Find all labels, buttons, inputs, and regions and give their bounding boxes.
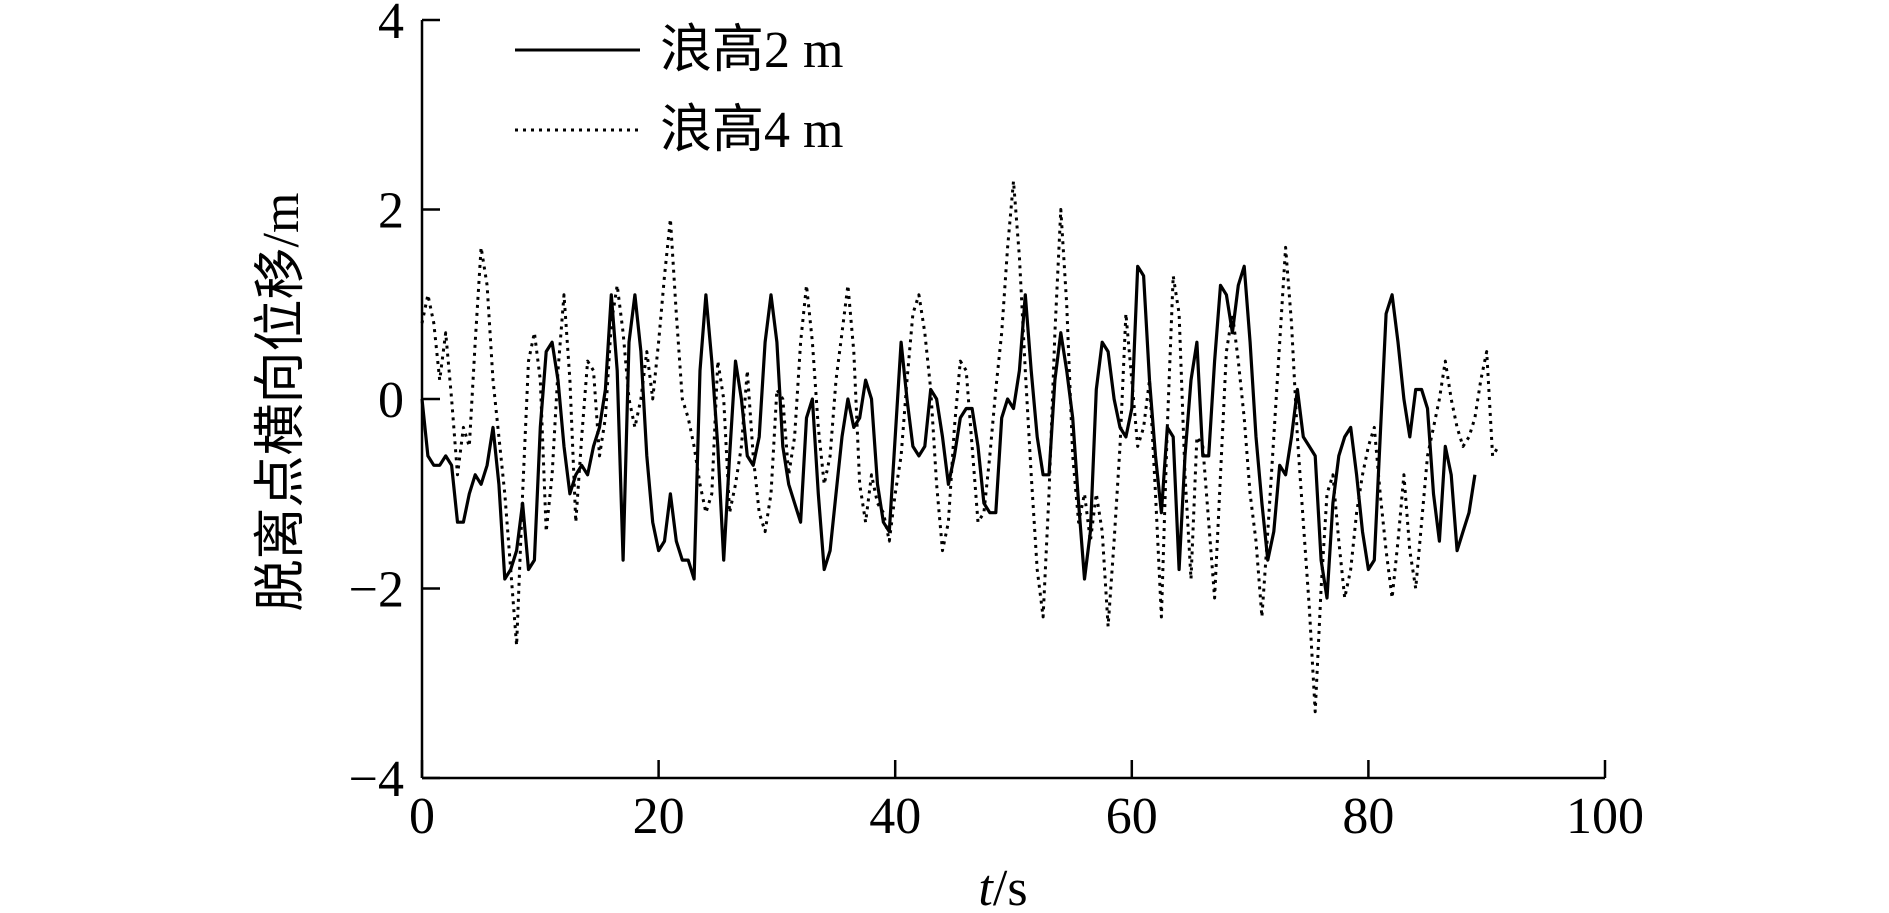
x-tick-label: 20 <box>633 788 685 845</box>
y-tick-label: −2 <box>349 562 404 619</box>
y-axis-label: 脱离点横向位移/m <box>253 193 310 612</box>
legend-label-wave-2m: 浪高2 m <box>660 22 843 79</box>
series-line-wave-2m <box>420 264 1477 600</box>
y-tick-label: 4 <box>378 0 404 50</box>
x-axis-label-unit: /s <box>993 860 1028 913</box>
series-layer <box>420 179 1500 714</box>
x-tick-label: 0 <box>409 788 435 845</box>
y-tick-label: 2 <box>378 183 404 240</box>
x-axis-label-var: t <box>978 860 994 913</box>
x-tick-label: 80 <box>1342 788 1394 845</box>
x-tick-label: 100 <box>1566 788 1644 845</box>
y-tick-label: −4 <box>349 751 404 808</box>
legend: 浪高2 m 浪高4 m <box>515 22 843 159</box>
legend-label-wave-4m: 浪高4 m <box>660 102 843 159</box>
x-tick-label: 60 <box>1106 788 1158 845</box>
x-axis-label: t/s <box>978 860 1027 913</box>
axes: 420−2−40 20 40 60 80 100 <box>349 0 1644 845</box>
x-tick-label: 40 <box>869 788 921 845</box>
y-tick-label: 0 <box>378 372 404 429</box>
series-line-wave-4m <box>420 179 1500 714</box>
